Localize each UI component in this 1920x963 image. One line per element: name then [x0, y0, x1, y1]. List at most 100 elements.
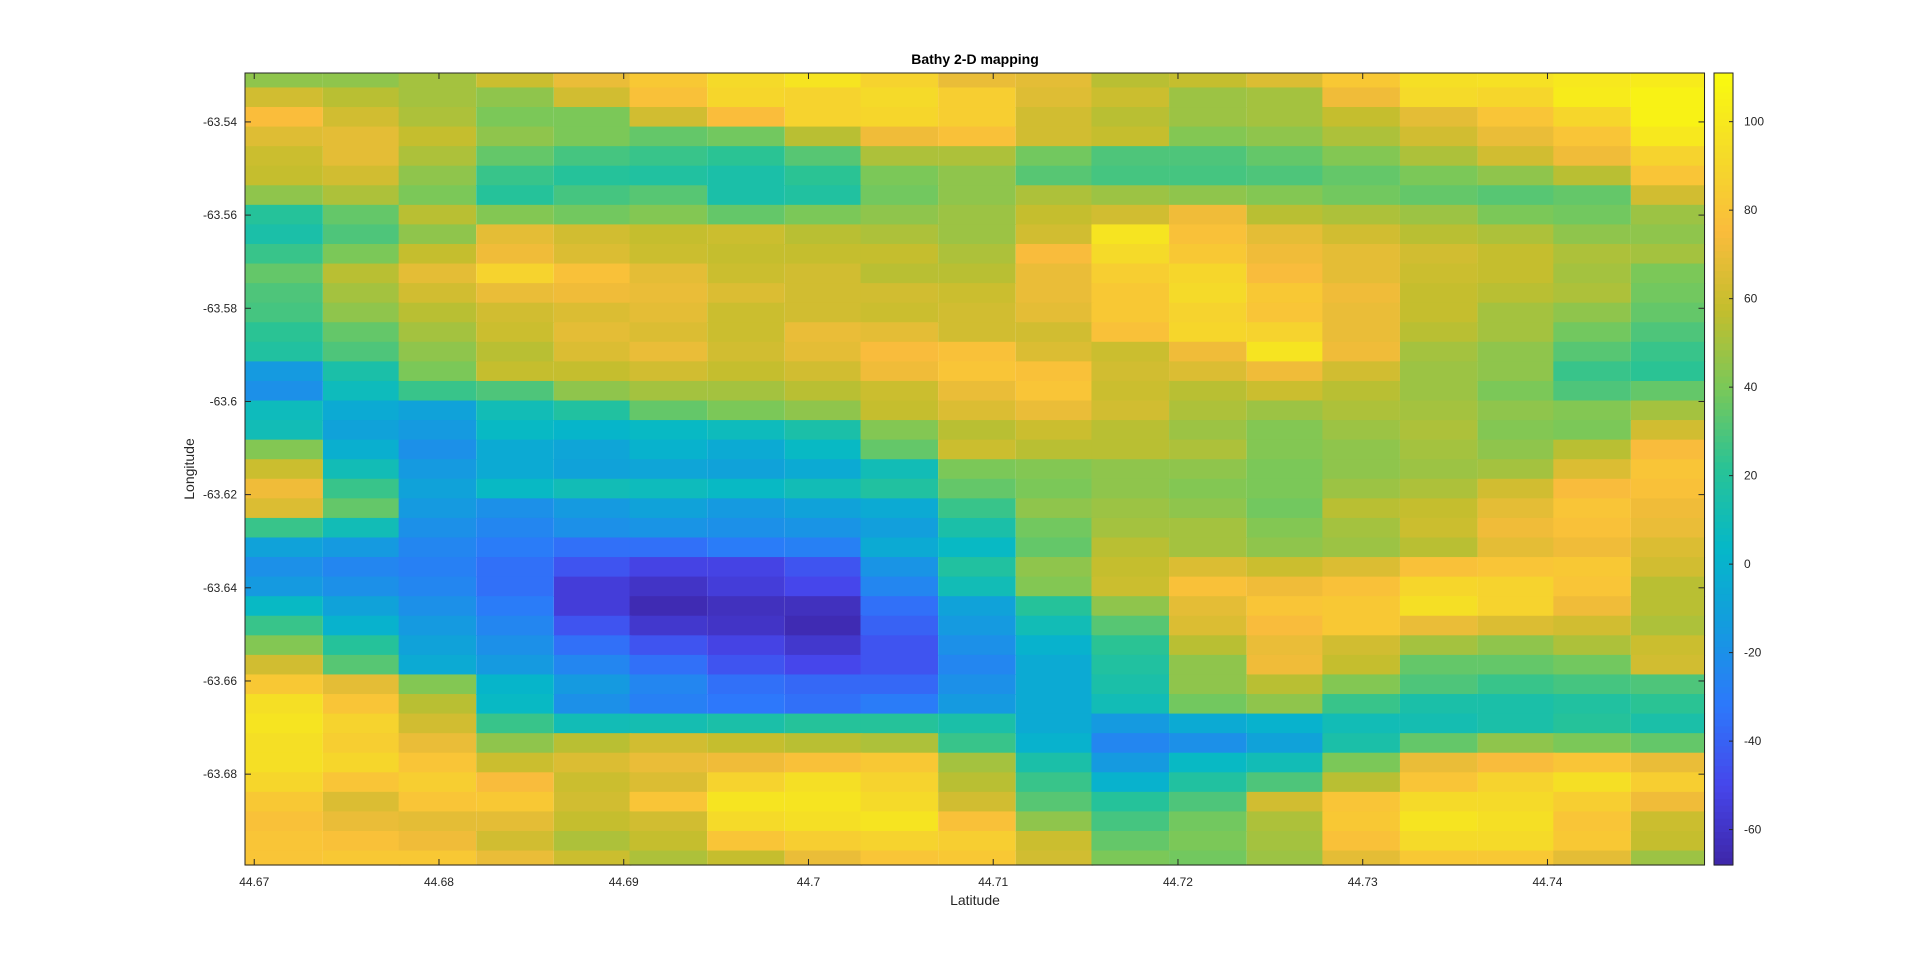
heatmap-cell	[1322, 459, 1400, 480]
heatmap-cell	[476, 557, 554, 578]
colorbar-segment	[1714, 139, 1733, 147]
heatmap-cell	[553, 478, 632, 499]
heatmap-cell	[476, 791, 554, 813]
colorbar-segment	[1714, 792, 1733, 800]
heatmap-cell	[1015, 400, 1094, 421]
heatmap-cell	[860, 302, 939, 323]
heatmap-cell	[1477, 322, 1556, 343]
heatmap-cell	[1399, 361, 1478, 382]
heatmap-cell	[322, 557, 401, 578]
heatmap-cell	[1630, 752, 1706, 773]
heatmap-cell	[1399, 165, 1478, 186]
heatmap-cell	[1091, 557, 1170, 578]
heatmap-cell	[245, 400, 323, 421]
heatmap-cell	[784, 517, 863, 539]
heatmap-cell	[1322, 224, 1400, 245]
heatmap-cell	[938, 361, 1016, 382]
colorbar-segment	[1714, 515, 1733, 523]
heatmap-cell	[1477, 674, 1556, 695]
heatmap-cell	[1169, 694, 1247, 715]
heatmap-cell	[476, 576, 554, 597]
colorbar-segment	[1714, 277, 1733, 285]
colorbar-segment	[1714, 73, 1733, 81]
heatmap-cell	[1015, 576, 1094, 597]
colorbar-segment	[1714, 693, 1733, 701]
heatmap-cell	[1477, 185, 1556, 206]
heatmap-cell	[784, 400, 863, 421]
heatmap-cell	[1630, 811, 1706, 832]
heatmap-cell	[707, 498, 785, 519]
colorbar-tick-label: -60	[1744, 823, 1762, 837]
heatmap-cell	[860, 576, 939, 597]
heatmap-cell	[1477, 713, 1556, 734]
heatmap-cell	[1015, 146, 1094, 167]
heatmap-cell	[860, 772, 939, 793]
heatmap-cell	[553, 498, 632, 519]
colorbar-segment	[1714, 627, 1733, 635]
heatmap-cell	[1091, 126, 1170, 147]
heatmap-cell	[1553, 107, 1631, 128]
colorbar-segment	[1714, 700, 1733, 708]
heatmap-cell	[1553, 654, 1631, 676]
heatmap-cell	[1169, 517, 1247, 539]
heatmap-cell	[553, 635, 632, 656]
heatmap-cell	[938, 674, 1016, 695]
heatmap-cell	[784, 243, 863, 265]
heatmap-cell	[1322, 302, 1400, 323]
heatmap-cell	[1477, 811, 1556, 832]
colorbar-segment	[1714, 706, 1733, 714]
heatmap-cell	[629, 243, 708, 265]
heatmap-cell	[1477, 302, 1556, 323]
heatmap-cell	[1169, 185, 1247, 206]
heatmap-cell	[1553, 713, 1631, 734]
heatmap-cell	[1246, 733, 1325, 754]
colorbar-segment	[1714, 858, 1733, 866]
heatmap-cell	[398, 185, 477, 206]
colorbar-segment	[1714, 502, 1733, 510]
heatmap-cell	[322, 635, 401, 656]
heatmap-cell	[707, 283, 785, 304]
colorbar-segment	[1714, 528, 1733, 536]
heatmap-cell	[1322, 185, 1400, 206]
heatmap-cell	[1399, 635, 1478, 656]
heatmap-cell	[707, 204, 785, 226]
heatmap-cell	[1553, 596, 1631, 617]
heatmap-cell	[1015, 478, 1094, 499]
heatmap-cell	[629, 537, 708, 558]
heatmap-cell	[1169, 439, 1247, 460]
heatmap-cell	[322, 772, 401, 793]
heatmap-cell	[1246, 752, 1325, 773]
heatmap-cell	[1399, 596, 1478, 617]
heatmap-cell	[1477, 439, 1556, 460]
heatmap-cell	[1322, 733, 1400, 754]
heatmap-cell	[322, 752, 401, 773]
heatmap-cell	[629, 811, 708, 832]
colorbar-segment	[1714, 535, 1733, 543]
heatmap-cell	[629, 557, 708, 578]
heatmap-cell	[1169, 459, 1247, 480]
heatmap-cell	[1322, 263, 1400, 284]
colorbar-segment	[1714, 396, 1733, 404]
heatmap-cell	[553, 146, 632, 167]
heatmap-cell	[1169, 557, 1247, 578]
heatmap-cell	[1477, 283, 1556, 304]
heatmap-cell	[784, 694, 863, 715]
heatmap-cell	[398, 654, 477, 676]
heatmap-cell	[784, 752, 863, 773]
heatmap-cell	[707, 615, 785, 636]
heatmap-cell	[1015, 557, 1094, 578]
heatmap-cell	[398, 87, 477, 108]
heatmap-cell	[1630, 615, 1706, 636]
heatmap-cell	[476, 635, 554, 656]
heatmap-cell	[860, 752, 939, 773]
heatmap-cell	[1015, 830, 1094, 852]
heatmap-cell	[1091, 224, 1170, 245]
heatmap-cell	[629, 635, 708, 656]
heatmap-cell	[1322, 243, 1400, 265]
heatmap-cell	[1553, 674, 1631, 695]
heatmap-cell	[938, 694, 1016, 715]
colorbar-segment	[1714, 561, 1733, 569]
colorbar-segment	[1714, 119, 1733, 127]
heatmap-cell	[1091, 322, 1170, 343]
heatmap-cell	[707, 674, 785, 695]
